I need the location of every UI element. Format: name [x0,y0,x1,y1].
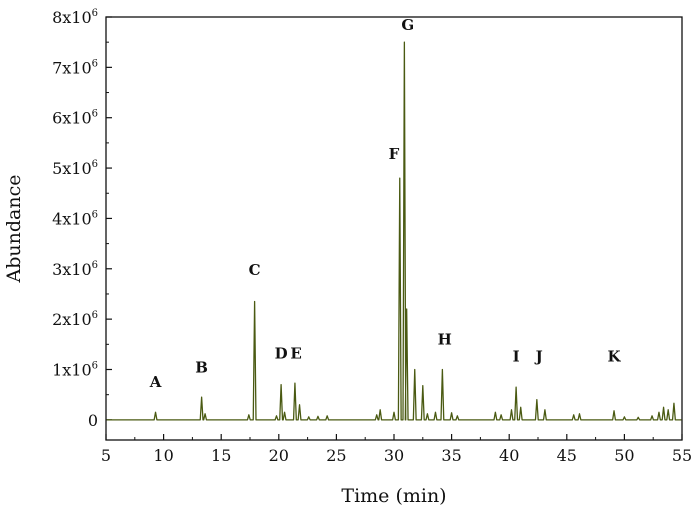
peak-label-h: H [438,330,452,348]
x-tick-label: 20 [269,446,289,465]
x-tick-label: 55 [672,446,692,465]
peak-label-e: E [290,344,301,362]
x-tick-label: 40 [499,446,519,465]
y-tick-label: 0 [88,411,98,430]
peak-label-i: I [513,347,520,365]
x-tick-label: 45 [557,446,577,465]
x-tick-label: 35 [441,446,461,465]
x-tick-label: 15 [211,446,231,465]
y-tick-label: 2x106 [52,310,98,329]
y-axis-ticks: 0 1x106 2x106 3x106 4x106 5x106 6x106 7x106 8x10… [52,8,112,430]
y-tick-label: 8x106 [52,8,98,27]
peak-label-d: D [275,344,288,362]
x-tick-label: 25 [326,446,346,465]
peak-label-c: C [249,261,261,279]
peak-label-k: K [608,347,622,365]
peak-label-b: B [195,359,208,377]
x-axis-ticks: 5 10 15 20 25 30 35 40 45 50 55 [101,434,692,465]
y-tick-label: 1x106 [52,361,98,380]
y-tick-label: 4x106 [52,209,98,228]
x-tick-label: 50 [614,446,634,465]
y-tick-label: 3x106 [52,260,98,279]
y-axis-title: Abundance [3,175,25,284]
y-tick-label: 6x106 [52,109,98,128]
peak-label-g: G [401,16,414,34]
peak-annotations: A B C D E F G H I J K [149,16,622,391]
peak-label-f: F [389,145,400,163]
x-tick-label: 30 [384,446,404,465]
x-tick-label: 5 [101,446,111,465]
y-tick-label: 7x106 [52,58,98,77]
x-axis-title: Time (min) [341,485,446,507]
peak-label-a: A [149,373,162,391]
x-tick-label: 10 [153,446,173,465]
y-tick-label: 5x106 [52,159,98,178]
peak-label-j: J [534,347,543,365]
plot-frame [105,16,683,441]
series-line [106,41,682,421]
